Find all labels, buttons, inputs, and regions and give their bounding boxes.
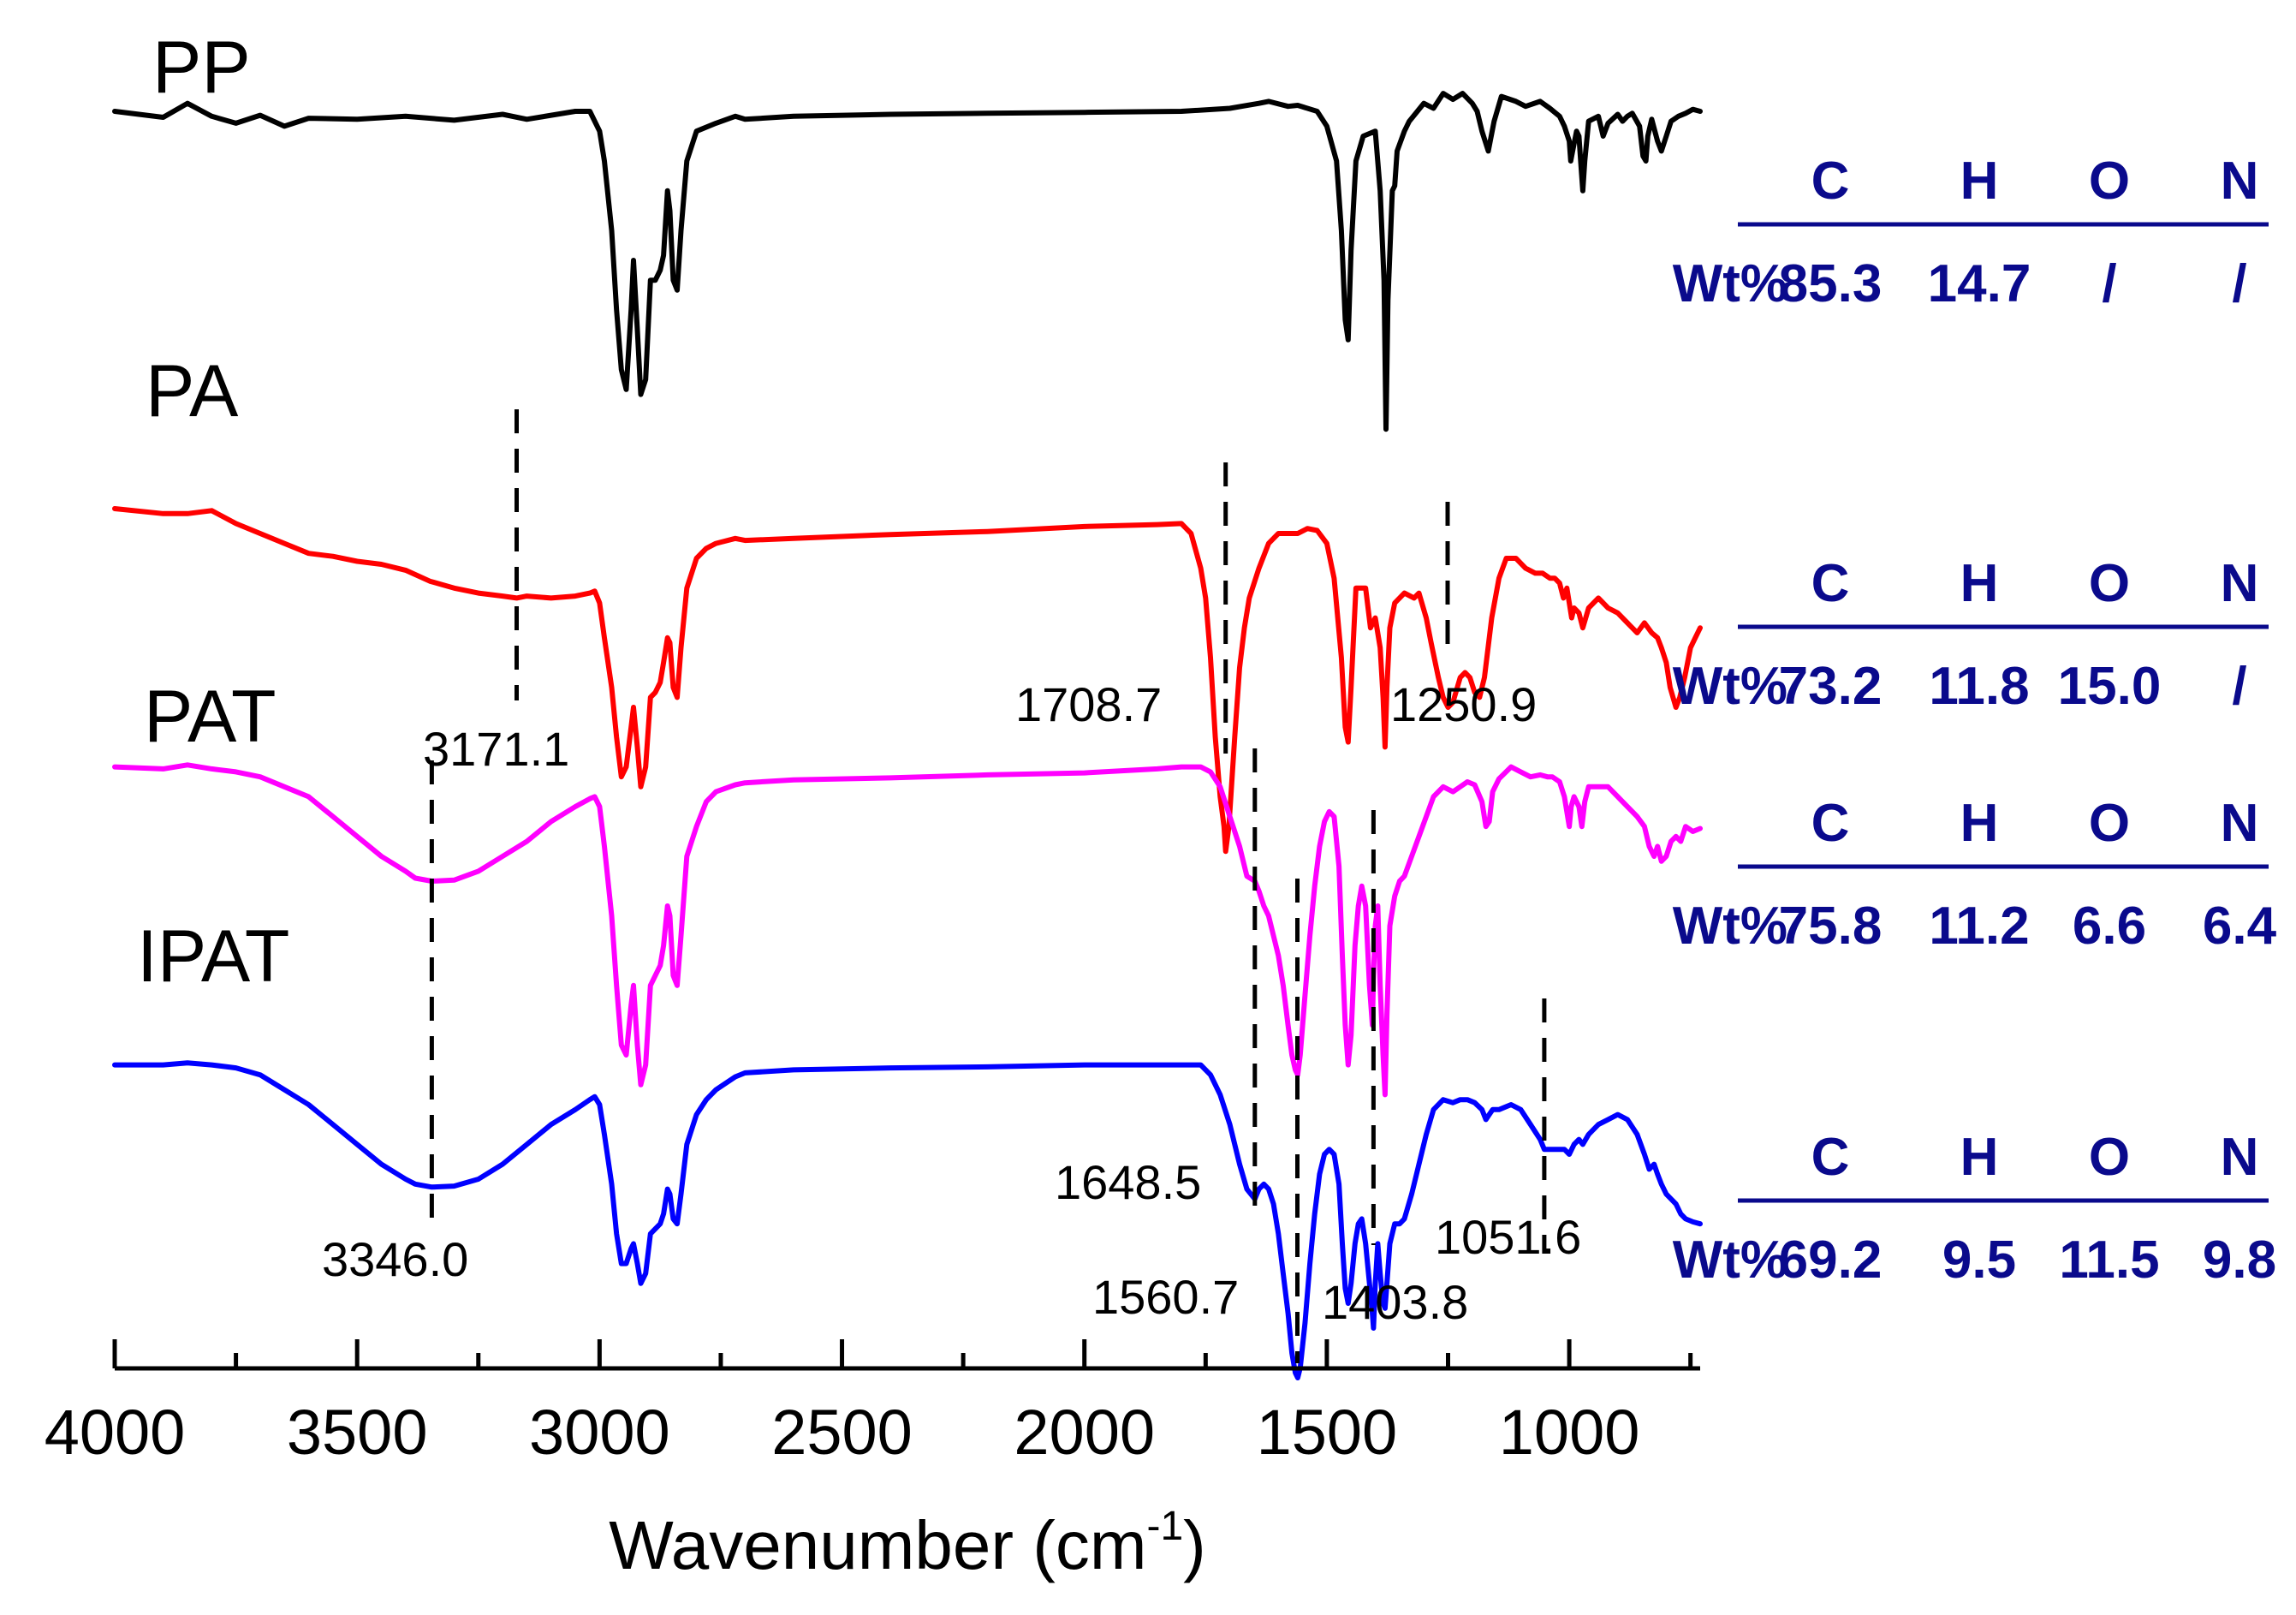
x-axis: 4000 3500 3000 2500 2000 1500 1000: [45, 1339, 1700, 1468]
series-label-ipat: IPAT: [137, 915, 289, 998]
table-value-cell: 75.8: [1779, 897, 1883, 956]
peak-label-1708: 1708.7: [1015, 677, 1162, 731]
table-header-cell: N: [2221, 794, 2259, 853]
table-value-cell: 9.8: [2203, 1231, 2276, 1290]
series-label-pat: PAT: [144, 676, 277, 758]
composition-table-pat: C H O N Wt%75.8 11.2 6.6 6.4: [1673, 794, 2277, 956]
table-value-cell: /: [2232, 254, 2246, 313]
composition-table-pp: C H O N Wt%85.3 14.7 / /: [1673, 152, 2269, 313]
table-value-cell: /: [2232, 657, 2246, 716]
table-header-cell: H: [1960, 152, 1999, 211]
peak-marker-group: [429, 409, 1547, 1363]
table-header-cell: O: [2089, 152, 2130, 211]
table-value-cell: /: [2102, 254, 2116, 313]
peak-label-1051: 1051.6: [1435, 1210, 1581, 1264]
x-axis-major-ticks: [112, 1339, 1572, 1368]
table-value-cell: 11.2: [1929, 897, 2029, 956]
series-line-ipat: [112, 1060, 1703, 1380]
x-axis-tick-labels: 4000 3500 3000 2500 2000 1500 1000: [45, 1397, 1640, 1468]
x-tick-label-3500: 3500: [287, 1397, 428, 1468]
table-header-cell: C: [1811, 794, 1850, 853]
table-value-cell: 11.5: [2059, 1231, 2159, 1290]
table-header-cell: H: [1960, 794, 1999, 853]
table-value-cell: 6.6: [2073, 897, 2146, 956]
table-value-cell: 15.0: [2058, 657, 2162, 716]
table-header-cell: H: [1960, 1128, 1999, 1187]
table-header-cell: C: [1811, 1128, 1850, 1187]
table-row-label: Wt%: [1673, 657, 1787, 716]
spectra-group: [112, 91, 1703, 1380]
peak-label-1250: 1250.9: [1390, 677, 1537, 731]
series-line-pp: [112, 91, 1703, 432]
table-header-cell: O: [2089, 554, 2130, 613]
table-header-cell: N: [2221, 1128, 2259, 1187]
table-row-label: Wt%: [1673, 254, 1787, 313]
table-value-cell: 9.5: [1942, 1231, 2016, 1290]
series-line-pat: [112, 762, 1703, 1098]
x-axis-title: Wavenumber (cm-1): [609, 1504, 1206, 1583]
composition-table-ipat: C H O N Wt%69.2 9.5 11.5 9.8: [1673, 1128, 2276, 1290]
x-tick-label-3000: 3000: [529, 1397, 670, 1468]
x-axis-title-main: Wavenumber (cm: [609, 1507, 1146, 1583]
composition-table-pa: C H O N Wt%73.2 11.8 15.0 /: [1673, 554, 2269, 716]
x-tick-label-1500: 1500: [1257, 1397, 1398, 1468]
table-header-cell: C: [1811, 152, 1850, 211]
table-row-label: Wt%: [1673, 1231, 1787, 1290]
x-axis-title-close: ): [1183, 1507, 1206, 1583]
x-axis-title-superscript: -1: [1146, 1504, 1183, 1549]
table-header-cell: O: [2089, 794, 2130, 853]
series-line-pa: [112, 506, 1703, 855]
table-value-cell: 14.7: [1928, 254, 2031, 313]
table-row-label: Wt%: [1673, 897, 1787, 956]
table-value-cell: 73.2: [1779, 657, 1883, 716]
peak-label-1560: 1560.7: [1092, 1270, 1239, 1324]
x-tick-label-4000: 4000: [45, 1397, 186, 1468]
peak-label-1403: 1403.8: [1322, 1275, 1468, 1329]
table-value-cell: 11.8: [1929, 657, 2029, 716]
series-label-pa: PA: [146, 350, 239, 432]
table-header-cell: H: [1960, 554, 1999, 613]
composition-tables: C H O NWt%85.3 14.7//C H O NWt%73.2 11.8 15.0/C H O…: [1673, 152, 2277, 1290]
table-header-cell: O: [2089, 1128, 2130, 1187]
table-header-cell: N: [2221, 152, 2259, 211]
x-tick-label-1000: 1000: [1499, 1397, 1640, 1468]
table-header-cell: N: [2221, 554, 2259, 613]
x-tick-label-2000: 2000: [1014, 1397, 1155, 1468]
x-tick-label-2500: 2500: [771, 1397, 913, 1468]
table-value-cell: 85.3: [1779, 254, 1883, 313]
x-axis-minor-ticks: [234, 1353, 1693, 1368]
peak-label-3346: 3346.0: [322, 1232, 468, 1286]
table-value-cell: 6.4: [2203, 897, 2277, 956]
table-header-cell: C: [1811, 554, 1850, 613]
table-value-cell: 69.2: [1779, 1231, 1883, 1290]
peak-label-1648: 1648.5: [1055, 1155, 1201, 1209]
series-label-pp: PP: [152, 27, 251, 109]
peak-label-3171: 3171.1: [423, 722, 569, 776]
